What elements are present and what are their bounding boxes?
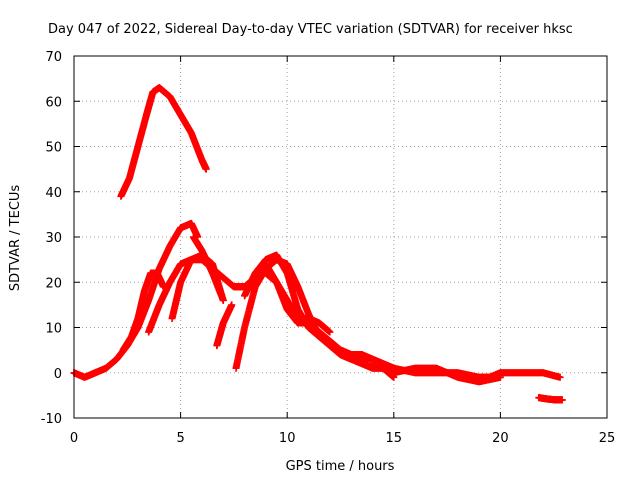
data-series [70, 219, 202, 381]
data-series [189, 233, 227, 304]
x-tick-label: 15 [386, 431, 403, 446]
y-tick-label: 20 [45, 276, 62, 291]
y-tick-label: -10 [41, 412, 62, 427]
data-series [535, 394, 566, 404]
chart-title: Day 047 of 2022, Sidereal Day-to-day VTE… [48, 22, 573, 37]
data-series [117, 84, 210, 200]
data-series [119, 269, 168, 354]
data-series [368, 360, 504, 386]
data-series [213, 301, 236, 350]
data-point [228, 301, 236, 309]
y-tick-label: 40 [45, 186, 62, 201]
y-tick-label: 0 [54, 367, 62, 382]
data-point [496, 373, 504, 381]
x-tick-label: 20 [492, 431, 509, 446]
x-tick-label: 0 [70, 431, 78, 446]
y-tick-label: 50 [45, 141, 62, 156]
data-point [558, 396, 566, 404]
y-tick-label: 10 [45, 322, 62, 337]
data-series [262, 269, 334, 336]
y-axis-label: SDTVAR / TECUs [8, 185, 23, 292]
data-point [326, 328, 334, 336]
data-point [202, 165, 210, 173]
x-tick-label: 10 [279, 431, 296, 446]
x-axis-label: GPS time / hours [286, 459, 395, 474]
x-tick-label: 5 [176, 431, 184, 446]
data-point [219, 296, 227, 304]
y-tick-label: 60 [45, 95, 62, 110]
y-tick-label: 70 [45, 50, 62, 65]
plot-frame [73, 55, 608, 419]
y-tick-label: 30 [45, 231, 62, 246]
data-point [556, 373, 564, 381]
x-tick-label: 25 [599, 431, 616, 446]
